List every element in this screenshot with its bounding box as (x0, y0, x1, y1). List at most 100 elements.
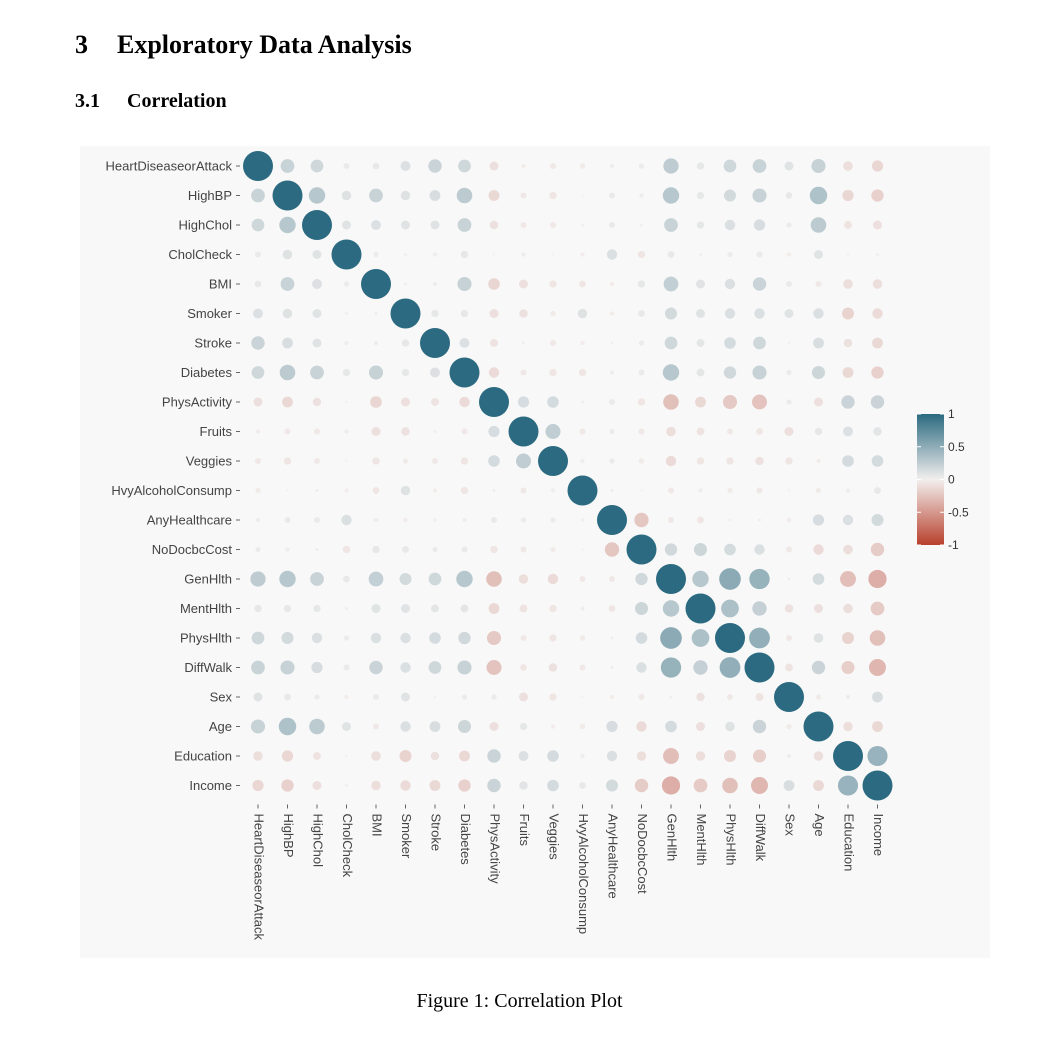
corr-point (343, 281, 350, 287)
corr-point (871, 455, 884, 467)
corr-point (715, 623, 745, 653)
x-tick-label-physhlth: PhysHlth (724, 814, 739, 866)
corr-point (751, 777, 768, 794)
corr-point (638, 458, 645, 464)
corr-point (547, 396, 559, 408)
corr-point (402, 546, 409, 553)
corr-point (580, 458, 585, 464)
corr-point (663, 748, 679, 764)
corr-point (724, 219, 736, 231)
corr-point (280, 660, 295, 675)
corr-point (243, 151, 273, 181)
corr-point (374, 312, 378, 315)
corr-point (841, 660, 855, 675)
corr-point (431, 398, 439, 406)
y-tick-label-highchol: HighChol (179, 218, 233, 233)
corr-point (870, 542, 885, 557)
corr-point (310, 365, 324, 380)
corr-point (342, 220, 351, 230)
corr-point (696, 722, 705, 731)
corr-point (519, 781, 528, 790)
corr-point (870, 395, 885, 409)
corr-point (368, 365, 384, 380)
y-tick-label-diffwalk: DiffWalk (184, 660, 232, 675)
corr-point (310, 159, 324, 173)
corr-point (610, 341, 614, 345)
corr-point (609, 576, 615, 582)
corr-point (812, 514, 825, 526)
corr-point (814, 604, 823, 613)
corr-point (666, 426, 676, 437)
corr-point (550, 517, 556, 523)
corr-point (368, 571, 384, 587)
corr-point (488, 455, 500, 467)
corr-point (460, 457, 469, 465)
corr-point (390, 298, 421, 329)
corr-point (331, 239, 362, 270)
corr-point (342, 545, 351, 554)
x-tick-label-stroke: Stroke (429, 814, 444, 852)
x-tick-label-sex: Sex (783, 814, 798, 837)
corr-point (458, 159, 471, 173)
corr-point (251, 218, 265, 232)
corr-point (281, 750, 294, 762)
corr-point (420, 328, 450, 358)
corr-point (871, 366, 884, 379)
corr-point (550, 724, 556, 729)
corr-point (429, 190, 441, 201)
corr-point (280, 277, 295, 291)
y-tick-label-nodocbccost: NoDocbcCost (152, 542, 233, 557)
corr-point (487, 749, 501, 763)
corr-point (784, 427, 794, 436)
corr-point (842, 514, 854, 526)
corr-point (361, 269, 391, 299)
corr-point (869, 659, 886, 676)
corr-point (345, 784, 348, 787)
corr-point (669, 695, 673, 699)
corr-point (488, 190, 500, 201)
corr-point (810, 217, 827, 233)
corr-point (487, 778, 501, 793)
corr-point (661, 776, 681, 795)
corr-point (373, 517, 379, 523)
corr-point (814, 397, 823, 407)
corr-point (545, 424, 561, 439)
corr-point (696, 162, 705, 170)
corr-point (550, 340, 556, 346)
corr-point (872, 691, 883, 703)
corr-point (370, 396, 382, 408)
corr-point (520, 517, 527, 523)
corr-point (756, 428, 763, 435)
corr-point (581, 223, 584, 227)
legend-tick-label: -0.5 (948, 505, 969, 519)
subsection-heading: 3.1 Correlation (75, 90, 227, 113)
corr-point (433, 518, 437, 522)
corr-point (815, 281, 822, 287)
corr-point (664, 543, 678, 556)
corr-point (695, 396, 706, 408)
corr-point (668, 487, 674, 494)
corr-point (400, 485, 411, 496)
corr-point (721, 599, 739, 618)
corr-point (282, 396, 293, 408)
corr-point (459, 338, 470, 348)
corr-point (311, 632, 323, 644)
y-tick-label-physactivity: PhysActivity (162, 395, 233, 410)
corr-point (786, 281, 792, 287)
corr-point (634, 512, 649, 528)
corr-point (640, 223, 643, 227)
corr-point (520, 192, 527, 199)
y-tick-label-veggies: Veggies (186, 454, 233, 469)
corr-point (489, 220, 499, 230)
corr-point (280, 159, 295, 173)
y-tick-label-heartdiseaseorattack: HeartDiseaseorAttack (106, 159, 233, 174)
corr-point (872, 308, 883, 319)
corr-point (401, 397, 410, 407)
corr-point (695, 751, 706, 761)
y-tick-label-income: Income (189, 778, 232, 793)
plot-panel (80, 146, 990, 958)
y-tick-label-education: Education (174, 749, 232, 764)
corr-point (284, 517, 291, 523)
corr-point (312, 781, 322, 790)
y-tick-label-diabetes: Diabetes (181, 365, 233, 380)
